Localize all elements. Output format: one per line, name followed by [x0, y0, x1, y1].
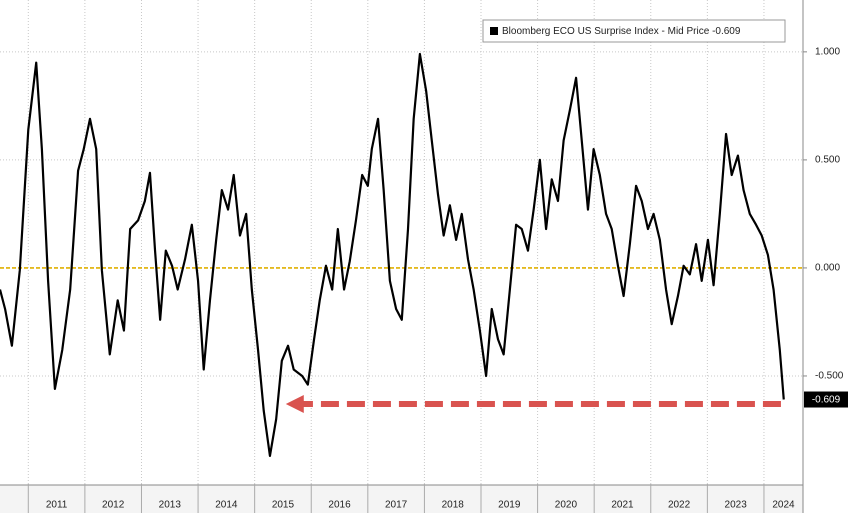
x-tick-label: 2019 — [498, 500, 521, 511]
x-axis-band — [0, 485, 803, 513]
y-tick-label: 0.000 — [815, 263, 840, 274]
last-value-tag — [804, 391, 848, 408]
legend-label: Bloomberg ECO US Surprise Index - Mid Pr… — [502, 26, 741, 37]
annotation-arrowhead — [285, 395, 304, 414]
legend-swatch — [490, 27, 498, 35]
x-tick-label: 2018 — [442, 500, 465, 511]
y-tick-label: 1.000 — [815, 46, 840, 57]
y-tick-label: -0.500 — [815, 371, 844, 382]
x-tick-label: 2012 — [102, 500, 125, 511]
x-tick-label: 2024 — [772, 500, 795, 511]
x-tick-label: 2021 — [611, 500, 634, 511]
x-tick-label: 2022 — [668, 500, 691, 511]
y-tick-label: 0.500 — [815, 155, 840, 166]
x-tick-label: 2015 — [272, 500, 295, 511]
last-value-label: -0.609 — [812, 395, 841, 406]
x-tick-label: 2016 — [328, 500, 351, 511]
legend-box — [482, 19, 786, 43]
x-tick-label: 2011 — [46, 500, 68, 511]
x-tick-label: 2014 — [215, 500, 238, 511]
series-line — [0, 52, 785, 458]
x-tick-label: 2013 — [159, 500, 182, 511]
x-tick-label: 2020 — [555, 500, 578, 511]
x-tick-label: 2023 — [725, 500, 748, 511]
x-tick-label: 2017 — [385, 500, 408, 511]
